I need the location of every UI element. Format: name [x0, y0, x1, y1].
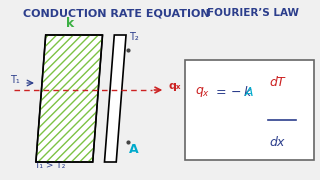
Text: T₁ > T₂: T₁ > T₂ — [34, 161, 65, 170]
Text: $dT$: $dT$ — [269, 75, 287, 89]
Text: $q_x$: $q_x$ — [195, 85, 210, 99]
Text: qₓ: qₓ — [168, 81, 181, 91]
Text: FOURIER’S LAW: FOURIER’S LAW — [207, 8, 300, 18]
Polygon shape — [104, 35, 126, 162]
Text: CONDUCTION RATE EQUATION: CONDUCTION RATE EQUATION — [23, 8, 210, 18]
Text: $dx$: $dx$ — [269, 135, 286, 149]
Text: T₂: T₂ — [129, 32, 139, 42]
Text: T₁: T₁ — [11, 75, 20, 85]
Text: k: k — [66, 17, 74, 30]
Polygon shape — [36, 35, 102, 162]
Text: A: A — [129, 143, 139, 156]
Text: $A$: $A$ — [244, 86, 254, 98]
Text: $= -k$: $= -k$ — [213, 85, 253, 99]
Bar — [185, 60, 314, 160]
